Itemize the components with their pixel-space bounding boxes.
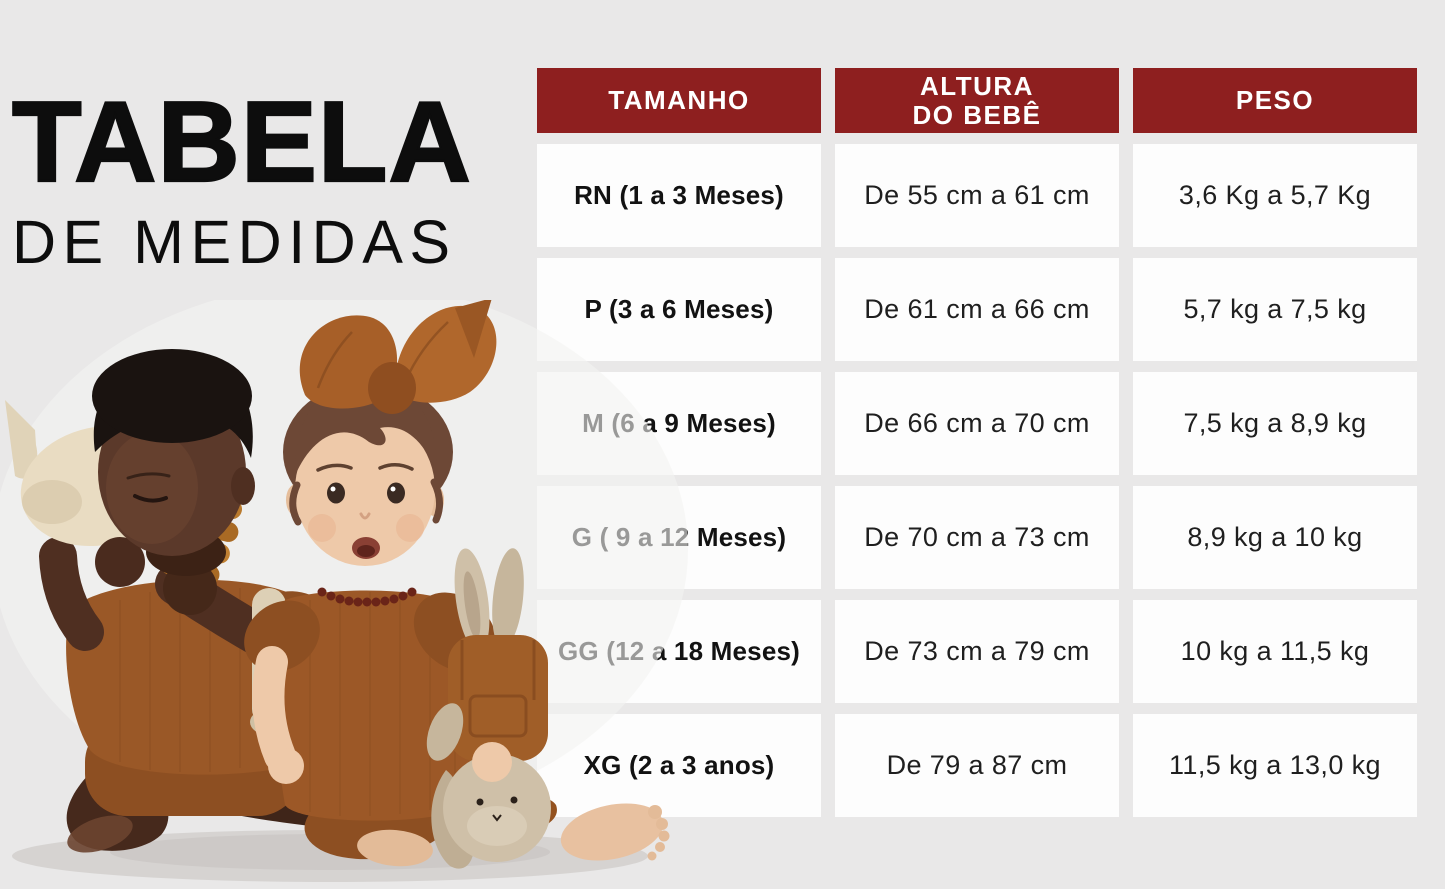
- row-xg-size: XG (2 a 3 anos): [537, 714, 821, 817]
- row-p-weight: 5,7 kg a 7,5 kg: [1133, 258, 1417, 361]
- hair-bow: [299, 298, 497, 414]
- column-header-peso: PESO: [1133, 68, 1417, 133]
- row-rn-weight: 3,6 Kg a 5,7 Kg: [1133, 144, 1417, 247]
- row-m-weight: 7,5 kg a 8,9 kg: [1133, 372, 1417, 475]
- row-rn-height: De 55 cm a 61 cm: [835, 144, 1119, 247]
- row-gg-height: De 73 cm a 79 cm: [835, 600, 1119, 703]
- plush-horse-toy: [5, 352, 326, 735]
- row-m-size: M (6 a 9 Meses): [537, 372, 821, 475]
- row-gg-weight: 10 kg a 11,5 kg: [1133, 600, 1417, 703]
- row-g-weight: 8,9 kg a 10 kg: [1133, 486, 1417, 589]
- row-g-size: G ( 9 a 12 Meses): [537, 486, 821, 589]
- page-title-line1: TABELA: [11, 79, 472, 206]
- page-title-line2: DE MEDIDAS: [12, 208, 457, 276]
- row-rn-size: RN (1 a 3 Meses): [537, 144, 821, 247]
- horse-mane: [160, 486, 243, 585]
- size-chart-table: TAMANHO ALTURA DO BEBÊ PESO RN (1 a 3 Me…: [537, 68, 1417, 817]
- amber-necklace: [317, 587, 417, 607]
- row-g-height: De 70 cm a 73 cm: [835, 486, 1119, 589]
- row-p-height: De 61 cm a 66 cm: [835, 258, 1119, 361]
- row-gg-size: GG (12 a 18 Meses): [537, 600, 821, 703]
- page-title: TABELA DE MEDIDAS: [11, 79, 472, 276]
- row-xg-weight: 11,5 kg a 13,0 kg: [1133, 714, 1417, 817]
- baby-boy-illustration: [5, 349, 516, 853]
- row-m-height: De 66 cm a 70 cm: [835, 372, 1119, 475]
- plush-bunny-toy: [426, 548, 551, 869]
- column-header-tamanho: TAMANHO: [537, 68, 821, 133]
- column-header-altura: ALTURA DO BEBÊ: [835, 68, 1119, 133]
- row-xg-height: De 79 a 87 cm: [835, 714, 1119, 817]
- row-p-size: P (3 a 6 Meses): [537, 258, 821, 361]
